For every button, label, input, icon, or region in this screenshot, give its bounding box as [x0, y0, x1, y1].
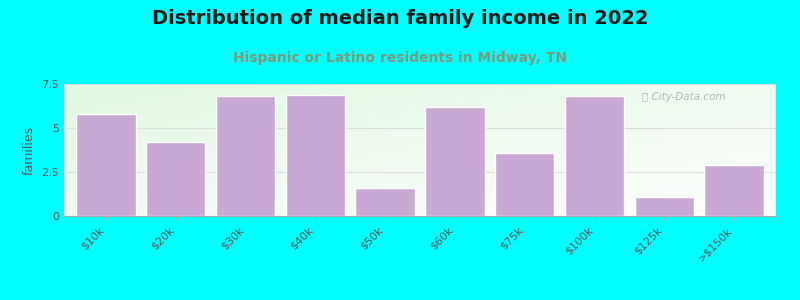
Bar — [565, 96, 624, 216]
Bar — [286, 94, 345, 216]
Y-axis label: families: families — [23, 125, 36, 175]
Bar — [495, 153, 554, 216]
Bar — [426, 107, 485, 216]
Text: ⓘ City-Data.com: ⓘ City-Data.com — [642, 92, 726, 102]
Bar — [705, 165, 764, 216]
Text: Distribution of median family income in 2022: Distribution of median family income in … — [152, 9, 648, 28]
Bar — [634, 196, 694, 216]
Text: Hispanic or Latino residents in Midway, TN: Hispanic or Latino residents in Midway, … — [233, 51, 567, 65]
Bar — [146, 142, 206, 216]
Bar — [216, 96, 275, 216]
Bar — [76, 114, 135, 216]
Bar — [355, 188, 414, 216]
